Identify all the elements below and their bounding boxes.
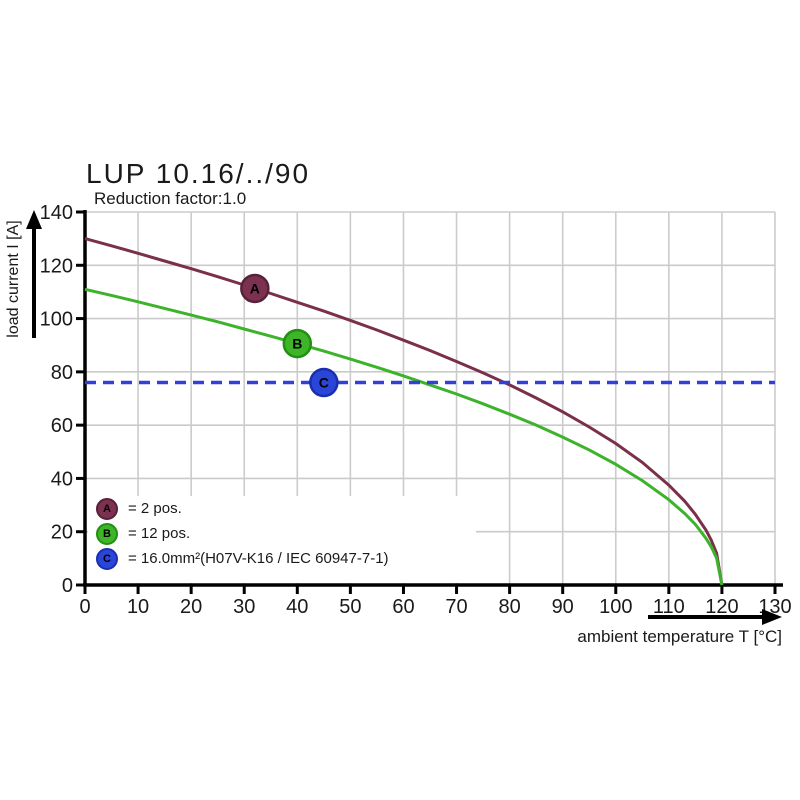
x-tick-label: 110 <box>653 596 685 618</box>
legend-marker-b-icon: B <box>96 522 118 545</box>
y-tick-label: 60 <box>51 415 73 437</box>
curve-marker-b-icon <box>282 328 313 359</box>
curve-marker-a-letter: A <box>250 280 260 296</box>
y-axis-label: load current I [A] <box>5 220 22 338</box>
y-tick-label: 120 <box>40 255 73 277</box>
x-tick-label: 80 <box>498 596 520 618</box>
x-axis-label: ambient temperature T [°C] <box>577 627 782 646</box>
legend-item-a: A = 2 pos. <box>88 496 476 521</box>
legend-item-b: B = 12 pos. <box>88 521 476 546</box>
y-tick-label: 100 <box>40 309 73 331</box>
chart-subtitle: Reduction factor:1.0 <box>94 189 247 208</box>
legend-label-c: = 16.0mm²(H07V-K16 / IEC 60947-7-1) <box>128 550 389 567</box>
x-axis-arrow-icon <box>648 609 782 625</box>
x-tick-label: 100 <box>599 596 632 618</box>
x-tick-label: 10 <box>127 596 149 618</box>
y-tick-label: 140 <box>40 202 73 224</box>
y-tick-label: 20 <box>51 522 73 544</box>
legend-item-c: C = 16.0mm²(H07V-K16 / IEC 60947-7-1) <box>88 546 476 571</box>
curve-marker-a-icon <box>240 273 270 304</box>
series-curve-b <box>84 287 724 586</box>
y-tick-label: 40 <box>51 468 73 490</box>
curve-marker-c-icon <box>309 367 339 398</box>
legend: A = 2 pos. B = 12 pos. C = 16.0mm²(H07V-… <box>88 496 476 583</box>
legend-marker-a-icon: A <box>96 497 118 520</box>
legend-key-a: A <box>103 502 111 515</box>
series-curve-a <box>84 237 724 586</box>
curve-marker-c-letter: C <box>319 375 329 391</box>
x-tick-label: 50 <box>339 596 361 618</box>
legend-marker-c-icon: C <box>96 547 118 570</box>
x-tick-label: 40 <box>286 596 308 618</box>
x-tick-label: 0 <box>79 596 90 618</box>
chart-title: LUP 10.16/../90 <box>86 158 311 189</box>
y-axis-arrow-icon <box>26 210 42 338</box>
legend-label-a: = 2 pos. <box>128 500 182 517</box>
x-tick-label: 20 <box>180 596 202 618</box>
y-tick-label: 0 <box>62 575 73 597</box>
legend-label-b: = 12 pos. <box>128 525 191 542</box>
x-tick-label: 30 <box>233 596 255 618</box>
y-tick-label: 80 <box>51 362 73 384</box>
x-tick-label: 70 <box>445 596 467 618</box>
curve-marker-b-letter: B <box>292 336 302 352</box>
x-tick-label: 60 <box>392 596 414 618</box>
legend-key-b: B <box>103 527 111 540</box>
legend-key-c: C <box>103 552 111 565</box>
x-tick-label: 120 <box>705 596 738 618</box>
x-tick-label: 90 <box>552 596 574 618</box>
